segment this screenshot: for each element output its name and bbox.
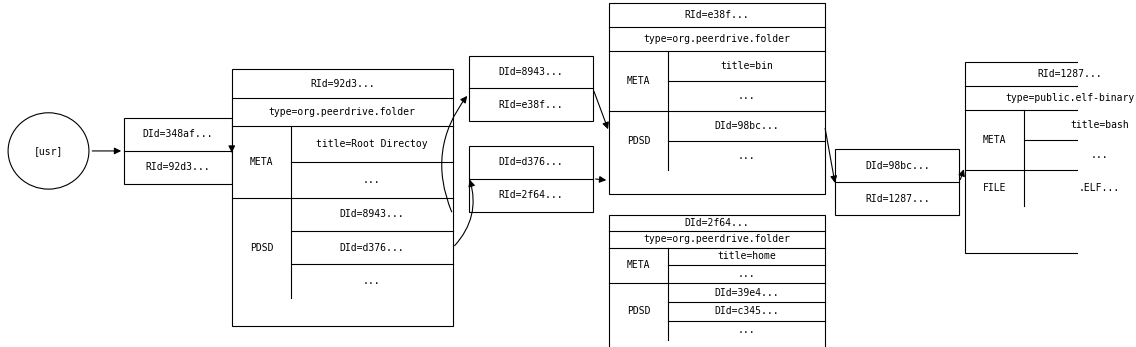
Text: DId=98bc...: DId=98bc...: [866, 161, 929, 171]
Text: FILE: FILE: [983, 183, 1006, 193]
Text: ...: ...: [364, 175, 381, 185]
Text: RId=1287...: RId=1287...: [1037, 69, 1102, 79]
Text: DId=d376...: DId=d376...: [340, 243, 404, 253]
Text: type=org.peerdrive.folder: type=org.peerdrive.folder: [269, 107, 416, 117]
Text: ...: ...: [364, 276, 381, 286]
Text: ...: ...: [737, 269, 755, 279]
Text: ...: ...: [737, 91, 755, 101]
Text: ...: ...: [737, 325, 755, 336]
Text: PDSD: PDSD: [627, 136, 651, 146]
FancyBboxPatch shape: [835, 149, 960, 215]
Text: RId=e38f...: RId=e38f...: [499, 100, 563, 110]
Text: META: META: [250, 157, 273, 167]
FancyBboxPatch shape: [469, 56, 593, 121]
Text: type=org.peerdrive.folder: type=org.peerdrive.folder: [643, 34, 791, 44]
Text: title=home: title=home: [717, 252, 776, 261]
Text: RId=1287...: RId=1287...: [866, 194, 929, 204]
Text: DId=8943...: DId=8943...: [499, 67, 563, 77]
Text: PDSD: PDSD: [627, 306, 651, 316]
FancyBboxPatch shape: [232, 69, 453, 326]
FancyBboxPatch shape: [609, 215, 825, 347]
Text: DId=2f64...: DId=2f64...: [685, 218, 749, 228]
Text: ...: ...: [1091, 150, 1109, 160]
Text: META: META: [627, 76, 651, 86]
Text: DId=c345...: DId=c345...: [715, 306, 779, 316]
FancyBboxPatch shape: [124, 118, 232, 184]
Text: type=org.peerdrive.folder: type=org.peerdrive.folder: [643, 235, 791, 244]
Text: DId=98bc...: DId=98bc...: [715, 121, 779, 131]
Text: DId=39e4...: DId=39e4...: [715, 288, 779, 298]
FancyBboxPatch shape: [609, 3, 825, 194]
Text: RId=2f64...: RId=2f64...: [499, 190, 563, 200]
Text: RId=92d3...: RId=92d3...: [145, 162, 210, 172]
Text: META: META: [627, 260, 651, 270]
Text: [usr]: [usr]: [34, 146, 64, 156]
Text: DId=348af...: DId=348af...: [143, 129, 214, 139]
Text: DId=d376...: DId=d376...: [499, 157, 563, 167]
Text: DId=8943...: DId=8943...: [340, 210, 404, 219]
Text: META: META: [983, 135, 1006, 145]
Text: title=Root Directoy: title=Root Directoy: [316, 139, 428, 149]
Text: title=bash: title=bash: [1070, 120, 1129, 130]
Text: PDSD: PDSD: [250, 243, 273, 253]
FancyBboxPatch shape: [964, 62, 1136, 253]
Text: RId=e38f...: RId=e38f...: [685, 10, 749, 20]
Text: ...: ...: [737, 151, 755, 161]
Text: RId=92d3...: RId=92d3...: [310, 79, 375, 89]
Text: type=public.elf-binary: type=public.elf-binary: [1005, 93, 1135, 103]
Text: .ELF...: .ELF...: [1079, 183, 1120, 193]
Ellipse shape: [8, 113, 89, 189]
FancyBboxPatch shape: [469, 146, 593, 212]
Text: title=bin: title=bin: [720, 61, 772, 71]
